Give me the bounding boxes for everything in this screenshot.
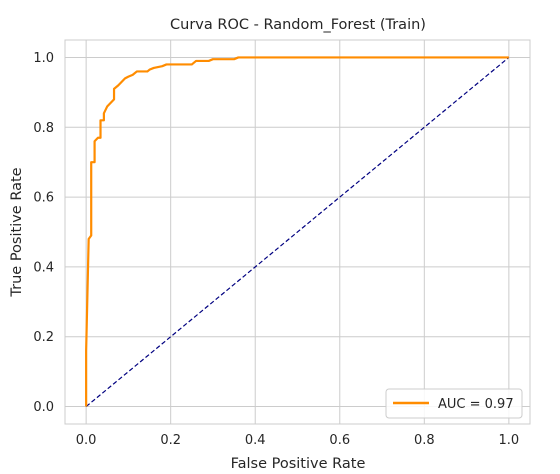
x-axis-ticks: 0.0 0.2 0.4 0.6 0.8 1.0 [76,433,519,448]
x-tick-label: 1.0 [499,433,520,448]
plot-frame [64,39,531,425]
y-axis-ticks: 0.0 0.2 0.4 0.6 0.8 1.0 [33,51,54,415]
x-axis-label: False Positive Rate [231,456,366,472]
x-tick-label: 0.2 [160,433,181,448]
y-tick-label: 1.0 [33,51,54,66]
legend-box [385,388,523,419]
y-tick-label: 0.2 [33,330,54,345]
y-tick-label: 0.6 [33,191,54,206]
y-tick-label: 0.4 [33,260,54,275]
legend: AUC = 0.97 [385,388,523,419]
chart-title: Curva ROC - Random_Forest (Train) [170,17,426,33]
roc-curve-line [85,56,509,407]
legend-label: AUC = 0.97 [438,397,514,412]
x-tick-label: 0.0 [76,433,97,448]
y-tick-label: 0.0 [33,400,54,415]
y-axis-label: True Positive Rate [9,167,25,297]
x-tick-label: 0.8 [414,433,435,448]
x-tick-label: 0.6 [329,433,350,448]
chance-line [85,56,510,408]
grid-lines [65,40,530,424]
y-tick-label: 0.8 [33,121,54,136]
x-tick-label: 0.4 [245,433,266,448]
series-layer [85,56,510,408]
